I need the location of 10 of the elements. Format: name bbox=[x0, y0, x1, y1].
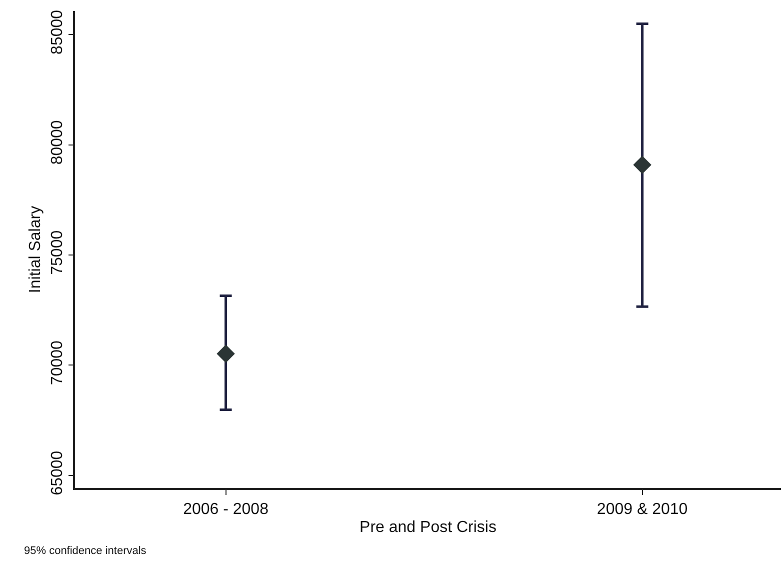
y-tick-label: 85000 bbox=[48, 10, 66, 54]
x-tick-label: 2006 - 2008 bbox=[183, 500, 269, 518]
x-tick-label: 2009 & 2010 bbox=[596, 500, 688, 518]
y-tick-label: 80000 bbox=[48, 120, 66, 165]
text: 95% confidence intervals bbox=[24, 545, 147, 557]
y-tick-label: 75000 bbox=[48, 230, 66, 275]
x-axis-title: Pre and Post Crisis bbox=[360, 519, 496, 536]
y-axis-title: Initial Salary bbox=[27, 206, 44, 294]
y-tick-label: 65000 bbox=[48, 450, 66, 496]
y-tick-label: 70000 bbox=[48, 340, 66, 386]
